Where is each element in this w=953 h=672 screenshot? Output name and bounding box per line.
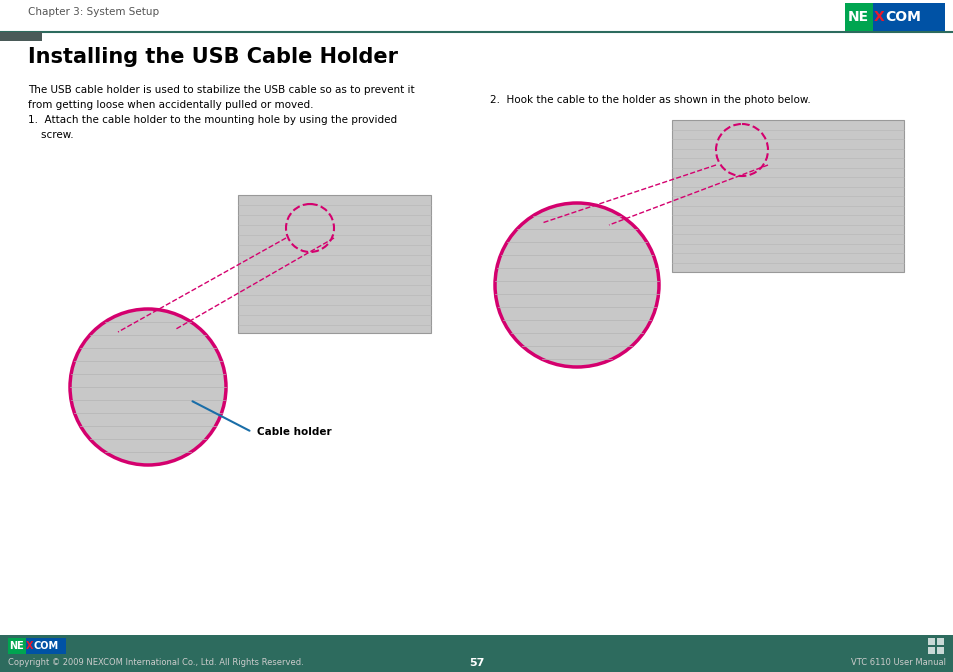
Bar [927,647,934,654]
Text: Copyright © 2009 NEXCOM International Co., Ltd. All Rights Reserved.: Copyright © 2009 NEXCOM International Co… [8,658,303,667]
Text: 57: 57 [469,658,484,668]
Bar [844,3,944,31]
Text: Installing the USB Cable Holder: Installing the USB Cable Holder [28,47,397,67]
Bar [237,195,431,333]
Bar [927,638,934,645]
Circle shape [70,309,226,465]
Bar [26,638,66,654]
Text: The USB cable holder is used to stabilize the USB cable so as to prevent it
from: The USB cable holder is used to stabiliz… [28,85,415,110]
Circle shape [495,203,659,367]
Text: X: X [26,641,33,651]
Text: VTC 6110 User Manual: VTC 6110 User Manual [850,658,945,667]
Bar [8,638,26,654]
Text: NE: NE [9,641,24,651]
Text: Cable holder: Cable holder [256,427,332,437]
Bar [671,120,903,272]
Bar [0,32,42,41]
Text: Chapter 3: System Setup: Chapter 3: System Setup [28,7,159,17]
Bar [844,3,872,31]
Text: NE: NE [847,10,868,24]
Text: COM: COM [34,641,59,651]
Text: 1.  Attach the cable holder to the mounting hole by using the provided
    screw: 1. Attach the cable holder to the mounti… [28,115,396,140]
Text: X: X [873,10,883,24]
Bar [936,647,943,654]
Text: 2.  Hook the cable to the holder as shown in the photo below.: 2. Hook the cable to the holder as shown… [490,95,810,105]
Bar [936,638,943,645]
Text: COM: COM [884,10,920,24]
Bar [0,635,953,672]
